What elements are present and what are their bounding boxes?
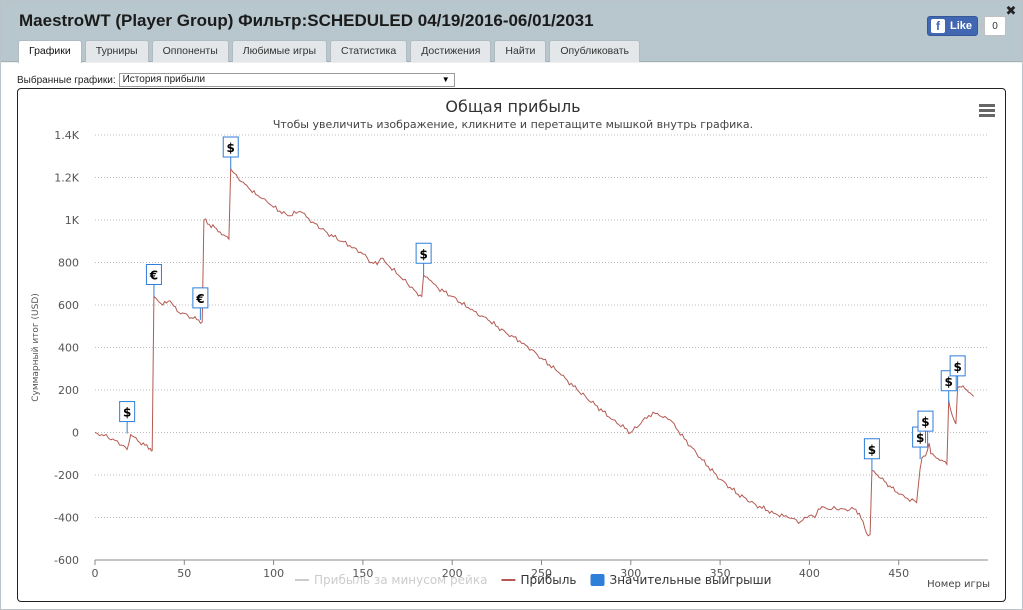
big-wins-flags: $€€$$$$$$$ <box>119 136 966 471</box>
y-tick-label: -200 <box>54 469 79 482</box>
facebook-like-count: 0 <box>980 16 1007 36</box>
y-tick-label: 200 <box>58 384 79 397</box>
x-tick-label: 150 <box>352 567 373 580</box>
tab-find[interactable]: Найти <box>494 40 547 62</box>
x-tick-label: 200 <box>442 567 463 580</box>
flag-label: $ <box>916 431 924 445</box>
flag-label: € <box>149 269 158 283</box>
series-line-profit <box>94 167 975 537</box>
legend-item[interactable]: Значительные выигрыши <box>590 573 772 587</box>
big-win-flag[interactable]: $ <box>119 401 136 434</box>
y-axis-title: Суммарный итог (USD) <box>31 293 41 402</box>
facebook-icon: f <box>931 19 945 33</box>
x-axis-title: Номер игры <box>927 579 990 590</box>
big-win-flag[interactable]: $ <box>917 410 934 444</box>
tab-achievements[interactable]: Достижения <box>410 40 492 62</box>
chart-selector-row: Выбранные графики: История прибыли ▼ <box>17 73 455 87</box>
profit-chart[interactable]: Общая прибыль Чтобы увеличить изображени… <box>17 88 1006 602</box>
legend-label: Прибыль за минусом рейка <box>314 573 487 587</box>
close-icon[interactable]: ✖ <box>1005 3 1017 18</box>
x-tick-label: 450 <box>888 567 909 580</box>
flag-label: $ <box>921 415 929 429</box>
flag-label: $ <box>419 247 427 261</box>
facebook-like-label: Like <box>950 20 973 32</box>
chart-selector-value: История прибыли <box>122 74 206 85</box>
chart-selector-dropdown[interactable]: История прибыли ▼ <box>118 73 455 87</box>
tab-favorite-games[interactable]: Любимые игры <box>231 40 328 62</box>
chart-legend: Прибыль за минусом рейка Прибыль Значитель… <box>295 573 771 587</box>
flag-box <box>222 136 239 158</box>
tab-opponents[interactable]: Оппоненты <box>151 40 229 62</box>
y-tick-label: 600 <box>58 299 79 312</box>
tab-bar: Графики Турниры Оппоненты Любимые игры С… <box>18 40 643 63</box>
flag-box <box>145 264 162 285</box>
legend-item[interactable]: Прибыль за минусом рейка <box>295 573 487 587</box>
big-win-flag[interactable]: $ <box>222 136 239 169</box>
y-tick-label: 800 <box>58 257 79 270</box>
tab-content: Выбранные графики: История прибыли ▼ Общ… <box>1 63 1022 609</box>
window-header: MaestroWT (Player Group) Фильтр:SCHEDULE… <box>1 1 1022 63</box>
legend-label: Прибыль <box>520 573 576 587</box>
flag-box <box>917 410 934 432</box>
series-layer <box>94 167 975 537</box>
y-tick-label: -400 <box>54 512 79 525</box>
x-tick-label: 300 <box>620 567 641 580</box>
tab-statistics[interactable]: Статистика <box>330 40 408 62</box>
flag-label: $ <box>868 443 876 457</box>
window-title: MaestroWT (Player Group) Фильтр:SCHEDULE… <box>19 11 594 30</box>
flag-label: $ <box>227 141 235 155</box>
y-tick-label: 1.2K <box>54 172 79 185</box>
x-tick-label: 400 <box>799 567 820 580</box>
chart-title: Общая прибыль <box>445 97 580 116</box>
tab-charts[interactable]: Графики <box>18 40 82 63</box>
profit-chart-svg[interactable]: Общая прибыль Чтобы увеличить изображени… <box>18 89 1005 601</box>
chart-menu-icon[interactable] <box>978 103 996 119</box>
y-tick-label: 1.4K <box>54 129 79 142</box>
dropdown-arrow-icon: ▼ <box>441 75 450 84</box>
big-win-flag[interactable]: € <box>145 264 162 297</box>
facebook-like-button[interactable]: f Like <box>927 16 979 36</box>
flag-box <box>415 242 432 264</box>
flag-box <box>119 401 136 423</box>
y-tick-label: -600 <box>54 554 79 567</box>
y-tick-label: 1K <box>65 214 80 227</box>
tab-publish[interactable]: Опубликовать <box>549 40 641 62</box>
chart-selector-label: Выбранные графики: <box>17 74 116 86</box>
x-tick-label: 0 <box>92 567 99 580</box>
x-tick-label: 350 <box>710 567 731 580</box>
y-axis: 1.4K 1.2K 1K 800 600 400 200 0 -200 -400 -600 <box>54 129 80 567</box>
legend-item[interactable]: Прибыль <box>501 573 577 587</box>
x-tick-label: 250 <box>531 567 552 580</box>
flag-label: $ <box>953 360 961 374</box>
big-win-flag[interactable]: € <box>192 287 209 320</box>
chart-subtitle: Чтобы увеличить изображение, кликните и … <box>273 118 753 131</box>
x-tick-label: 50 <box>177 567 191 580</box>
facebook-like-widget: f Like 0 <box>927 16 1007 36</box>
flag-label: $ <box>123 406 131 420</box>
x-tick-label: 100 <box>263 567 284 580</box>
tab-tournaments[interactable]: Турниры <box>84 40 149 62</box>
flag-box <box>192 287 209 309</box>
big-win-flag[interactable]: $ <box>415 242 432 276</box>
flag-label: $ <box>945 375 953 389</box>
legend-label: Значительные выигрыши <box>610 573 772 587</box>
y-tick-label: 400 <box>58 342 79 355</box>
flag-box <box>863 438 880 460</box>
flag-label: € <box>195 292 204 306</box>
flag-box <box>949 355 966 377</box>
big-win-flag[interactable]: $ <box>863 438 880 471</box>
big-win-flag[interactable]: $ <box>949 355 966 388</box>
legend-swatch <box>590 574 605 586</box>
x-axis: 0 50 100 150 200 250 300 350 400 450 <box>92 559 988 580</box>
grid-lines <box>95 134 988 561</box>
y-tick-label: 0 <box>72 427 79 440</box>
